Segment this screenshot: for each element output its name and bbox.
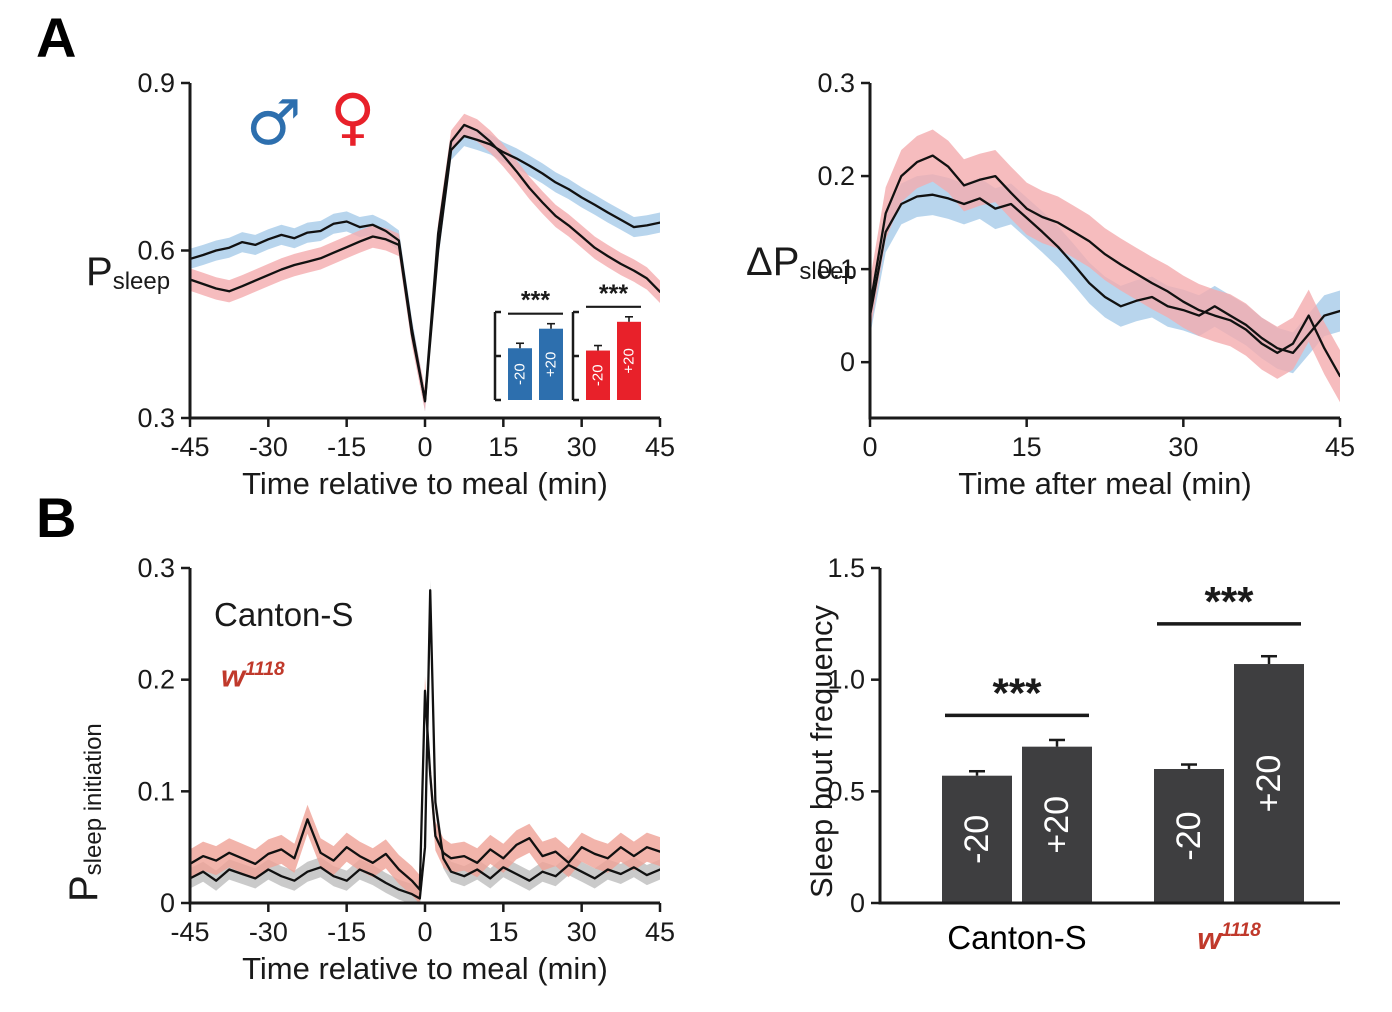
x-tick-label: -30: [249, 917, 288, 947]
inset-bar-male--20: [508, 348, 532, 400]
w1118-line: [190, 689, 660, 891]
inset-bar-label: +20: [543, 352, 560, 377]
w1118-error-band: [190, 676, 660, 903]
y-tick-label: 0.3: [137, 553, 175, 583]
bar-window-label: +20: [1038, 796, 1076, 854]
y-tick-label: 0.3: [817, 68, 855, 98]
y-tick-label: 0.2: [137, 665, 175, 695]
bar-w-+20: [1234, 664, 1304, 903]
annotation-w1118: w1118: [221, 660, 285, 691]
x-tick-label: 0: [862, 432, 877, 462]
ylabel-delta-psleep-sub: sleep: [799, 258, 857, 286]
male-line: [190, 134, 660, 403]
series-layer: [190, 580, 660, 903]
y-tick-label: 0.9: [137, 68, 175, 98]
inset-significance-stars: ***: [521, 287, 550, 315]
x-tick-label: -15: [327, 432, 366, 462]
x-tick-label: -30: [249, 432, 288, 462]
y-tick-label: 1.5: [827, 553, 865, 583]
y-tick-label: 0: [840, 347, 855, 377]
y-tick-label: 0.1: [137, 776, 175, 806]
x-tick-label: 15: [488, 432, 518, 462]
bar-Canton-S-+20: [1022, 746, 1092, 903]
y-tick-label: 0.3: [137, 403, 175, 433]
x-axis-label: Time relative to meal (min): [242, 951, 608, 986]
group-label: Canton-S: [947, 919, 1086, 956]
panel-a-label: A: [36, 6, 77, 69]
x-axis-label: Time after meal (min): [958, 466, 1251, 501]
annotation-w1118-base: w: [221, 658, 246, 694]
y-tick-label: 0.6: [137, 236, 175, 266]
annotation-canton-s: Canton-S: [214, 596, 354, 633]
x-tick-label: -45: [170, 917, 209, 947]
y-tick-label: 0.2: [817, 161, 855, 191]
y-axis-label-psleep-initiation: Psleep initiation: [62, 723, 108, 902]
x-tick-label: 15: [1012, 432, 1042, 462]
male-symbol-icon: ♂: [246, 86, 302, 159]
y-tick-label: 0.5: [827, 776, 865, 806]
annotation-w1118-sup: 1118: [245, 659, 285, 680]
ylabel-psleep-initiation-sub: sleep initiation: [80, 723, 108, 876]
y-axis-label-delta-psleep: ΔPsleep: [746, 242, 857, 284]
x-axis-label: Time relative to meal (min): [242, 466, 608, 501]
x-tick-label: 15: [488, 917, 518, 947]
x-tick-label: 45: [1325, 432, 1355, 462]
group-label: w1118: [1197, 920, 1261, 956]
x-tick-label: 30: [567, 917, 597, 947]
x-tick-label: 30: [1168, 432, 1198, 462]
female-error-band: [190, 113, 660, 412]
chart-psleep-initiation: 0 0.1 0.2 0.3 -45 -30 -15 0 15 30 45 Time relative …: [137, 553, 675, 986]
x-tick-label: -45: [170, 432, 209, 462]
y-tick-label: 0: [850, 888, 865, 918]
female-line: [190, 123, 660, 402]
male-line: [870, 193, 1340, 355]
bar-window-label: -20: [958, 815, 996, 864]
bar-window-label: -20: [1170, 811, 1208, 860]
x-tick-label: 45: [645, 917, 675, 947]
female-symbol-icon: ♀: [330, 80, 376, 153]
y-tick-label: 0: [160, 888, 175, 918]
inset-significance-stars: ***: [599, 280, 628, 308]
inset-bar-male-+20: [539, 328, 563, 400]
inset-bar-female--20: [586, 350, 610, 400]
inset-bar-label: +20: [621, 348, 638, 373]
ylabel-psleep-sub: sleep: [112, 268, 171, 296]
inset-bar-label: -20: [590, 364, 607, 386]
significance-stars: ***: [1204, 578, 1254, 625]
series-layer: [870, 129, 1340, 403]
female-error-band: [870, 129, 1340, 403]
bar-w--20: [1154, 769, 1224, 903]
panel-b-label: B: [36, 486, 77, 549]
inset-bar-label: -20: [512, 363, 529, 385]
inset-bar-female-+20: [617, 321, 641, 400]
y-tick-label: 0.1: [817, 254, 855, 284]
ylabel-psleep-main: P: [86, 250, 113, 294]
y-tick-label: 1.0: [827, 665, 865, 695]
ylabel-psleep-initiation-main: P: [62, 875, 106, 902]
chart-psleep-vs-time: 0.3 0.6 0.9 -45 -30 -15 0 15 30 45 Time relative t…: [137, 68, 675, 501]
y-axis-label-psleep: Psleep: [86, 252, 170, 294]
chart-delta-psleep: 0 0.1 0.2 0.3 0 15 30 45 Time after meal (min): [817, 68, 1355, 501]
x-tick-label: 0: [417, 917, 432, 947]
female-line: [870, 154, 1340, 378]
x-tick-label: 0: [417, 432, 432, 462]
x-tick-label: 45: [645, 432, 675, 462]
series-layer: [190, 113, 660, 412]
bar-window-label: +20: [1250, 755, 1288, 813]
ylabel-delta-psleep-main: ΔP: [746, 240, 800, 284]
x-tick-label: -15: [327, 917, 366, 947]
x-tick-label: 30: [567, 432, 597, 462]
bar-Canton-S--20: [942, 775, 1012, 903]
significance-stars: ***: [992, 669, 1042, 716]
chart-sleep-bout-frequency: -20 +20 *** Canton-S -20 +20 *** w1118 0 0.5 1.0 1.…: [827, 553, 1340, 956]
y-axis-label-sleep-bout-frequency: Sleep bout frequency: [804, 605, 839, 898]
